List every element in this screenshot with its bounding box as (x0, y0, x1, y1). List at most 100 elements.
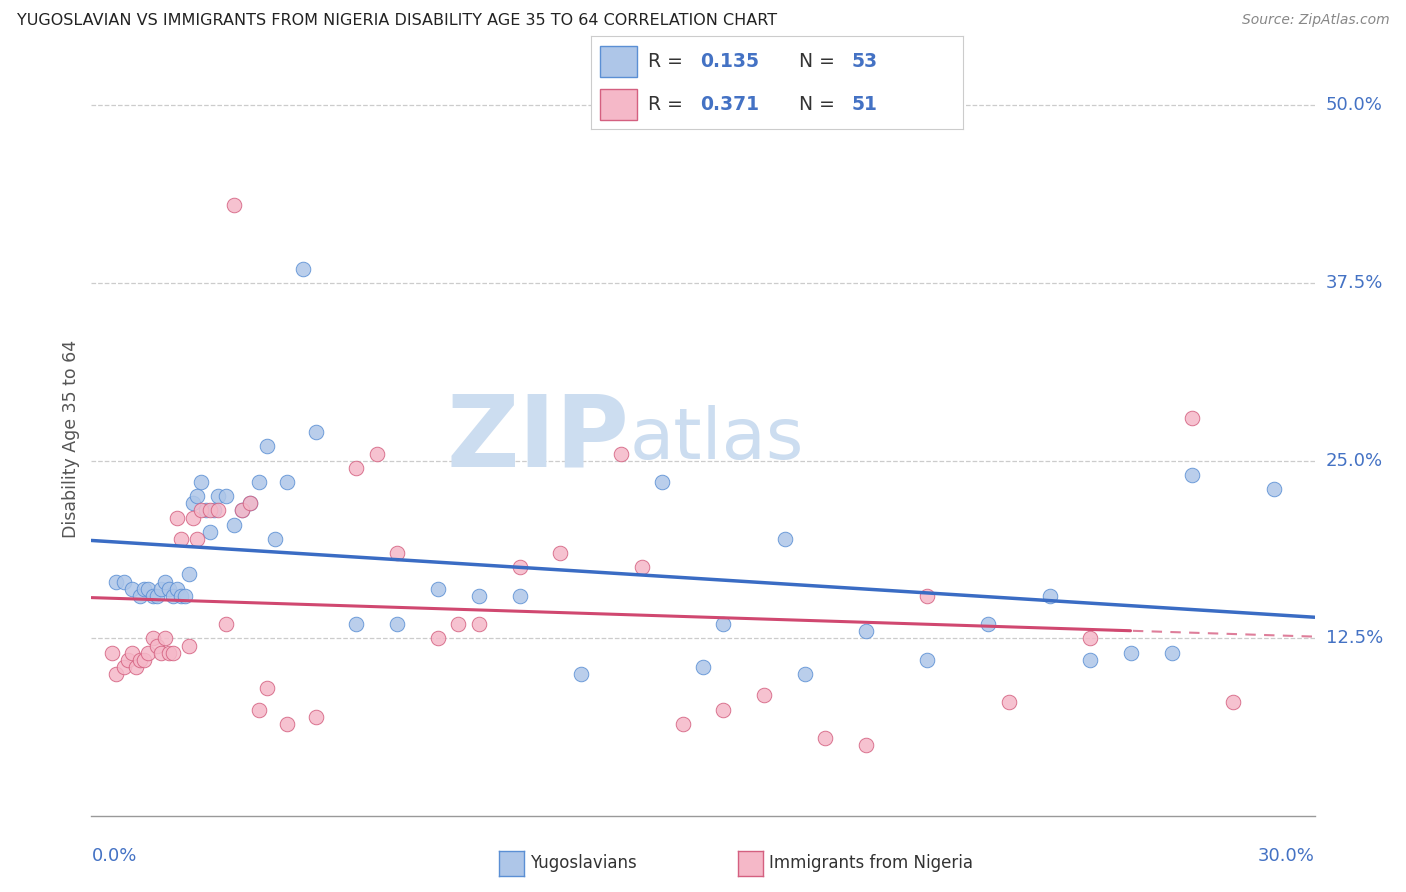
Point (1263, 482, 1285, 496)
Point (276, 716, 298, 731)
Point (1222, 695, 1244, 709)
Point (186, 532, 208, 546)
Point (179, 639, 201, 653)
Point (346, 460, 368, 475)
Text: YUGOSLAVIAN VS IMMIGRANTS FROM NIGERIA DISABILITY AGE 35 TO 64 CORRELATION CHART: YUGOSLAVIAN VS IMMIGRANTS FROM NIGERIA D… (17, 13, 778, 29)
Text: 0.0%: 0.0% (91, 847, 136, 864)
Point (366, 446, 388, 460)
Point (509, 589, 531, 603)
Point (121, 646, 143, 660)
Point (112, 574, 135, 589)
Text: 12.5%: 12.5% (1326, 630, 1384, 648)
Text: N =: N = (799, 53, 841, 71)
Point (711, 617, 734, 632)
Point (231, 503, 253, 517)
Point (427, 632, 450, 646)
Point (198, 503, 221, 517)
Point (427, 582, 450, 596)
Text: R =: R = (648, 95, 689, 113)
Point (247, 702, 270, 716)
Point (170, 532, 193, 546)
Point (292, 261, 315, 276)
Point (149, 646, 172, 660)
Point (183, 510, 205, 524)
Text: Immigrants from Nigeria: Immigrants from Nigeria (769, 855, 973, 872)
Point (256, 681, 278, 696)
Point (1121, 646, 1143, 660)
Point (1080, 653, 1102, 667)
Point (1181, 467, 1204, 482)
Point (145, 589, 167, 603)
Point (215, 489, 238, 503)
Point (814, 731, 837, 745)
Point (179, 567, 201, 582)
Point (231, 503, 253, 517)
Point (1181, 411, 1204, 425)
Point (202, 503, 225, 517)
Point (222, 197, 246, 211)
Point (855, 624, 877, 639)
Bar (600, 89, 637, 120)
Point (793, 667, 815, 681)
Point (304, 425, 326, 440)
Point (998, 695, 1021, 709)
Point (264, 532, 287, 546)
Point (569, 667, 592, 681)
Point (145, 639, 167, 653)
Point (157, 646, 180, 660)
Point (610, 446, 633, 460)
Point (141, 632, 163, 646)
Point (773, 532, 796, 546)
Point (550, 546, 572, 560)
Point (174, 589, 197, 603)
Point (166, 510, 188, 524)
Point (467, 617, 491, 632)
Point (125, 660, 148, 674)
Point (166, 582, 188, 596)
Text: Yugoslavians: Yugoslavians (530, 855, 637, 872)
Point (162, 589, 184, 603)
Point (117, 653, 139, 667)
Point (157, 582, 180, 596)
Point (162, 646, 184, 660)
Point (129, 653, 152, 667)
Point (207, 503, 229, 517)
Point (207, 489, 229, 503)
Point (134, 653, 156, 667)
Text: 0.135: 0.135 (700, 53, 759, 71)
Point (222, 517, 246, 532)
Point (855, 738, 877, 752)
Text: R =: R = (648, 53, 689, 71)
Point (194, 503, 217, 517)
Point (711, 702, 734, 716)
Point (129, 589, 152, 603)
Point (917, 589, 939, 603)
Point (692, 660, 714, 674)
Point (149, 582, 172, 596)
Point (917, 653, 939, 667)
Point (186, 489, 208, 503)
Point (170, 589, 193, 603)
Point (1161, 646, 1184, 660)
Point (247, 475, 270, 489)
Text: 0.371: 0.371 (700, 95, 759, 113)
Text: Source: ZipAtlas.com: Source: ZipAtlas.com (1241, 13, 1389, 28)
Point (183, 496, 205, 510)
Point (1038, 589, 1062, 603)
Point (190, 503, 212, 517)
Point (112, 660, 135, 674)
Point (101, 646, 124, 660)
Point (754, 688, 776, 702)
Point (385, 546, 409, 560)
Text: N =: N = (799, 95, 841, 113)
Point (141, 589, 163, 603)
Point (631, 560, 654, 574)
Point (276, 475, 298, 489)
Text: 37.5%: 37.5% (1326, 274, 1384, 292)
Bar (600, 46, 637, 77)
Text: 50.0%: 50.0% (1326, 96, 1382, 114)
Text: ZIP: ZIP (447, 391, 630, 488)
Point (447, 617, 470, 632)
Point (977, 617, 1000, 632)
Point (138, 582, 160, 596)
